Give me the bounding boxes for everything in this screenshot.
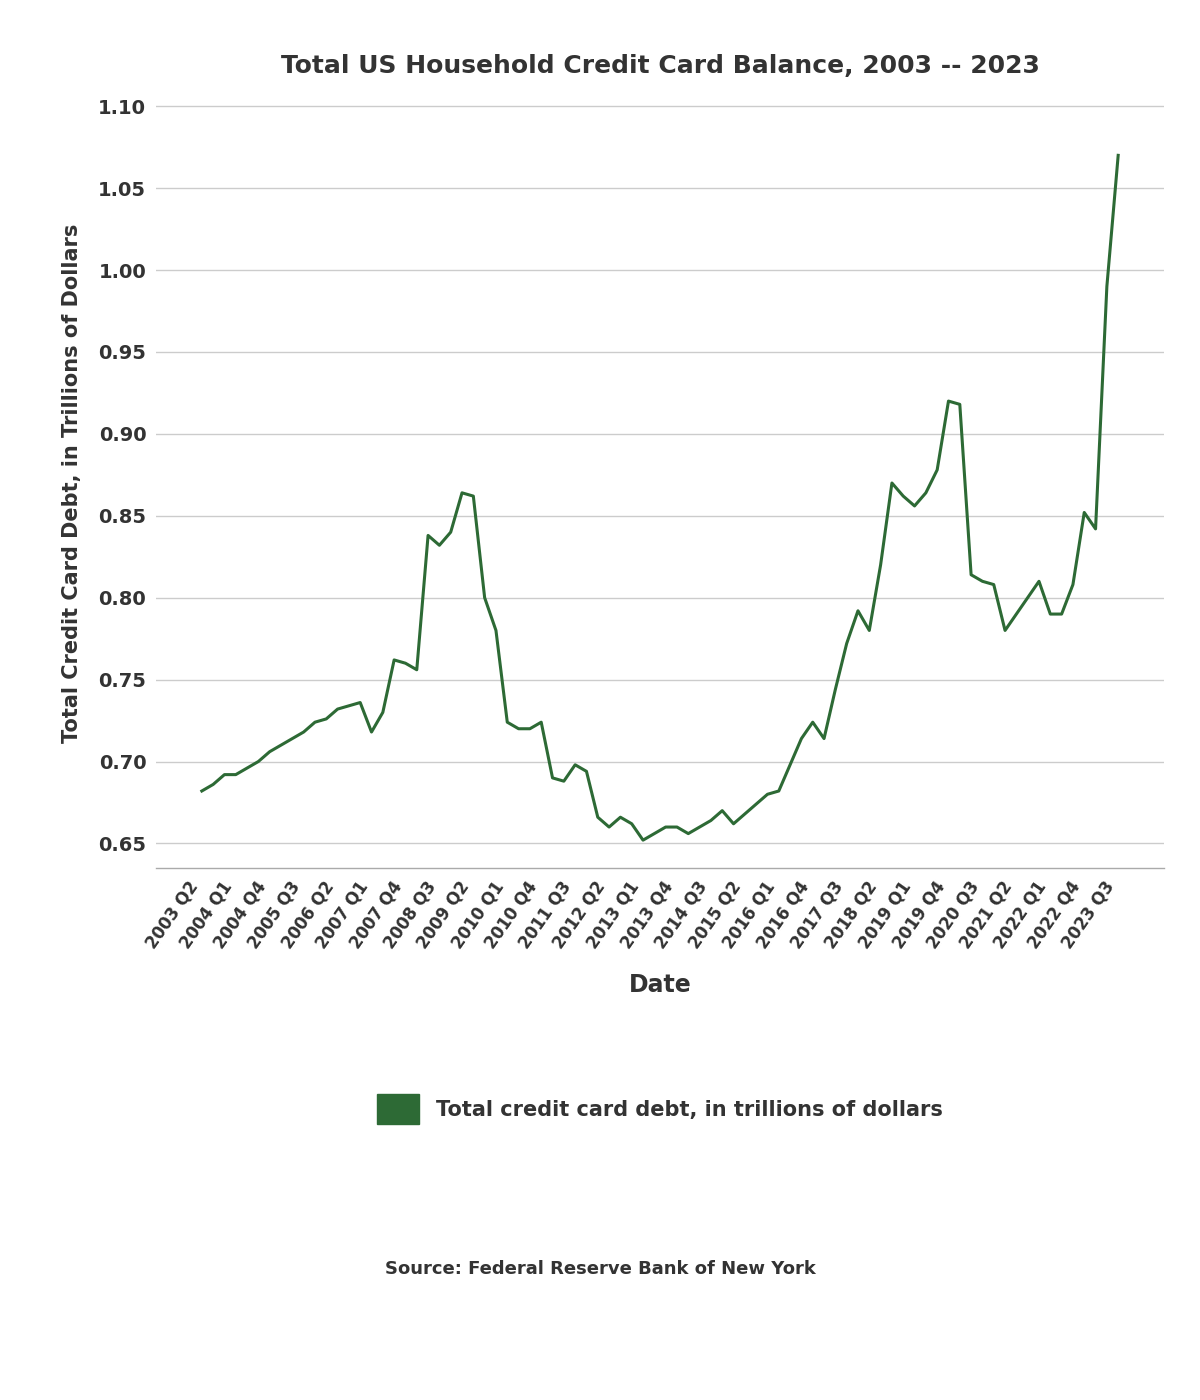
Title: Total US Household Credit Card Balance, 2003 -- 2023: Total US Household Credit Card Balance, …: [281, 55, 1039, 78]
X-axis label: Date: Date: [629, 973, 691, 997]
Text: Source: Federal Reserve Bank of New York: Source: Federal Reserve Bank of New York: [384, 1260, 816, 1278]
Y-axis label: Total Credit Card Debt, in Trillions of Dollars: Total Credit Card Debt, in Trillions of …: [61, 224, 82, 742]
Legend: Total credit card debt, in trillions of dollars: Total credit card debt, in trillions of …: [356, 1074, 964, 1145]
